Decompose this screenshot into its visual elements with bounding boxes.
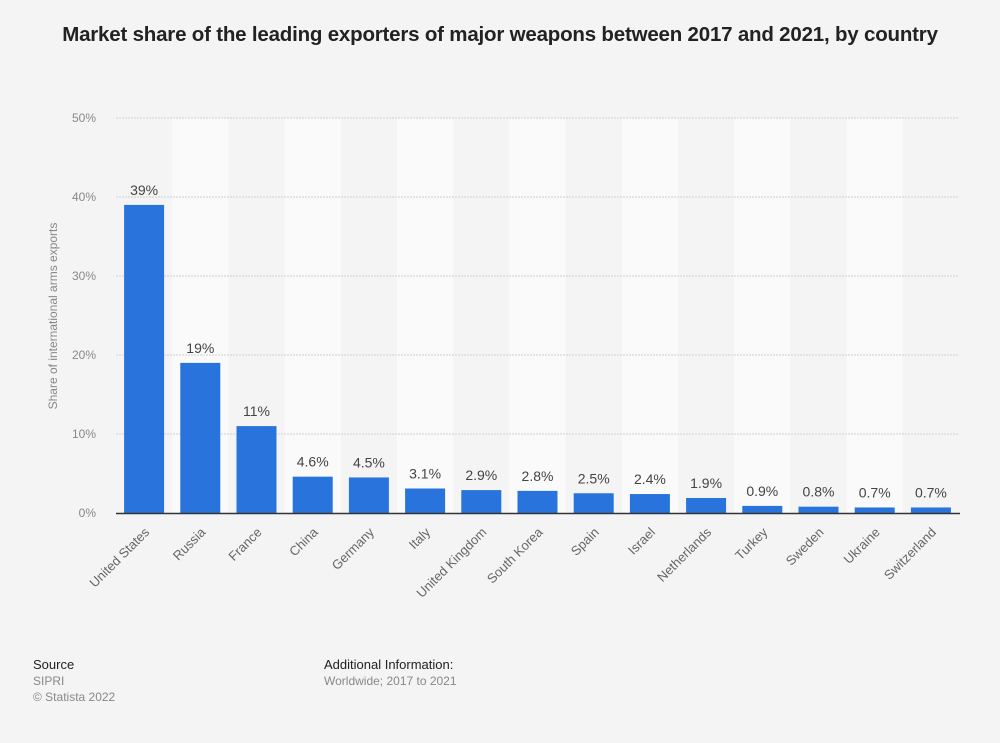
x-tick-label: Spain bbox=[568, 525, 602, 559]
y-tick-label: 0% bbox=[79, 506, 97, 520]
column-bands bbox=[172, 118, 903, 513]
data-label: 2.4% bbox=[634, 471, 666, 487]
x-tick-label: Italy bbox=[406, 524, 434, 552]
additional-info-text: Worldwide; 2017 to 2021 bbox=[324, 674, 457, 688]
bar[interactable] bbox=[910, 507, 951, 513]
y-tick-label: 10% bbox=[72, 427, 96, 441]
x-tick-label: Ukraine bbox=[841, 525, 883, 567]
source-block: Source SIPRI © Statista 2022 bbox=[33, 657, 115, 705]
bar[interactable] bbox=[517, 490, 558, 513]
data-label: 1.9% bbox=[690, 475, 722, 491]
bar[interactable] bbox=[180, 362, 221, 513]
y-tick-label: 30% bbox=[72, 269, 96, 283]
column-band bbox=[621, 118, 678, 513]
bar[interactable] bbox=[292, 476, 333, 513]
bar[interactable] bbox=[742, 505, 783, 513]
data-label: 11% bbox=[243, 403, 270, 419]
additional-info-heading: Additional Information: bbox=[324, 657, 454, 672]
data-label: 4.5% bbox=[353, 454, 385, 470]
x-tick-label: Switzerland bbox=[881, 525, 939, 583]
data-label: 39% bbox=[130, 182, 158, 198]
bar[interactable] bbox=[573, 493, 614, 513]
data-label: 0.7% bbox=[915, 484, 947, 500]
y-tick-label: 20% bbox=[72, 348, 96, 362]
data-label: 2.5% bbox=[578, 470, 610, 486]
column-band bbox=[284, 118, 341, 513]
bar[interactable] bbox=[124, 204, 165, 513]
x-tick-label: Israel bbox=[625, 524, 658, 557]
bar[interactable] bbox=[686, 497, 727, 513]
x-tick-label: France bbox=[225, 525, 264, 564]
data-label: 4.6% bbox=[297, 454, 329, 470]
x-tick-label: Russia bbox=[170, 524, 209, 563]
bar[interactable] bbox=[798, 506, 839, 513]
y-axis-label: Share of international arms exports bbox=[46, 223, 60, 410]
x-tick-label: Netherlands bbox=[654, 524, 715, 585]
data-label: 2.9% bbox=[465, 467, 497, 483]
bars bbox=[124, 204, 951, 513]
bar[interactable] bbox=[854, 507, 895, 513]
column-band bbox=[734, 118, 791, 513]
y-tick-label: 40% bbox=[72, 190, 96, 204]
chart-title: Market share of the leading exporters of… bbox=[62, 23, 938, 46]
y-tick-label: 50% bbox=[72, 111, 96, 125]
x-tick-label: Sweden bbox=[783, 525, 827, 569]
x-tick-label: Germany bbox=[329, 524, 378, 573]
data-label: 19% bbox=[186, 340, 214, 356]
y-axis-ticks: 0% 10% 20% 30% 40% 50% bbox=[72, 111, 96, 520]
data-label: 0.8% bbox=[803, 484, 835, 500]
data-label: 0.9% bbox=[746, 483, 778, 499]
bar[interactable] bbox=[629, 494, 670, 513]
x-tick-label: Turkey bbox=[732, 524, 771, 563]
x-tick-label: China bbox=[286, 524, 321, 559]
source-heading: Source bbox=[33, 657, 75, 672]
data-label: 2.8% bbox=[522, 468, 554, 484]
bar[interactable] bbox=[461, 490, 502, 513]
x-tick-label: United States bbox=[86, 524, 152, 590]
column-band bbox=[397, 118, 454, 513]
data-label: 3.1% bbox=[409, 466, 441, 482]
bar[interactable] bbox=[348, 477, 389, 513]
column-band bbox=[846, 118, 903, 513]
copyright: © Statista 2022 bbox=[33, 690, 116, 704]
source-name[interactable]: SIPRI bbox=[33, 674, 65, 688]
bar[interactable] bbox=[405, 488, 446, 513]
data-labels: 39% 19% 11% 4.6% 4.5% 3.1% 2.9% 2.8% 2.5% 2.4% 1.9… bbox=[130, 182, 947, 501]
bar[interactable] bbox=[236, 426, 277, 513]
column-band bbox=[509, 118, 566, 513]
x-axis-labels: United States Russia France China Germany Ita… bbox=[86, 524, 939, 601]
gridlines bbox=[116, 117, 959, 435]
x-tick-label: South Korea bbox=[484, 524, 546, 586]
additional-info-block: Additional Information: Worldwide; 2017 … bbox=[324, 657, 457, 689]
data-label: 0.7% bbox=[859, 484, 891, 500]
